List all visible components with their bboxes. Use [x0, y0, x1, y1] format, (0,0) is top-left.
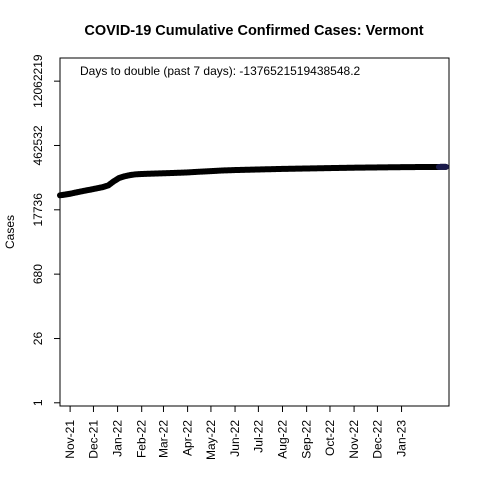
plot-frame	[59, 57, 450, 407]
x-tick-label-7: Jun-22	[228, 420, 242, 457]
series-layer	[57, 163, 449, 199]
y-tick-label-2: 680	[31, 264, 45, 284]
x-tick-label-5: Apr-22	[181, 420, 195, 456]
y-tick-label-4: 462532	[31, 125, 45, 165]
doubling-annotation: Days to double (past 7 days): -137652151…	[80, 64, 361, 78]
x-tick-label-3: Feb-22	[135, 420, 149, 458]
y-tick-label-0: 1	[31, 399, 45, 406]
y-axis: 1 26 680 17736 462532 12062219	[31, 54, 60, 406]
x-tick-label-2: Jan-22	[111, 420, 125, 457]
x-tick-label-10: Sep-22	[300, 420, 314, 459]
series-line-0	[57, 163, 449, 199]
x-tick-label-4: Mar-22	[156, 420, 170, 458]
y-axis-label: Cases	[3, 215, 17, 249]
y-tick-label-1: 26	[31, 332, 45, 346]
x-tick-label-0: Nov-21	[63, 420, 77, 459]
x-tick-label-12: Nov-22	[347, 420, 361, 459]
x-tick-label-6: May-22	[204, 420, 218, 460]
x-tick-label-1: Dec-21	[86, 420, 100, 459]
y-tick-label-3: 17736	[31, 193, 45, 227]
y-tick-label-5: 12062219	[31, 54, 45, 108]
x-tick-label-9: Aug-22	[276, 420, 290, 459]
x-axis: Nov-21 Dec-21 Jan-22 Feb-22 Mar-22 Apr-22 May-…	[63, 406, 409, 460]
x-tick-label-14: Jan-23	[395, 420, 409, 457]
chart-title: COVID-19 Cumulative Confirmed Cases: Ver…	[84, 23, 423, 39]
x-tick-label-8: Jul-22	[251, 420, 265, 453]
x-tick-label-11: Oct-22	[323, 420, 337, 456]
x-tick-label-13: Dec-22	[370, 420, 384, 459]
